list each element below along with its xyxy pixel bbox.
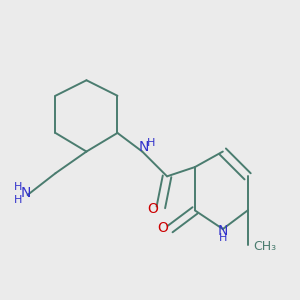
Text: N: N — [21, 186, 31, 200]
Text: H: H — [14, 182, 22, 192]
Text: CH₃: CH₃ — [253, 240, 276, 253]
Text: N: N — [139, 140, 149, 154]
Text: H: H — [14, 195, 22, 205]
Text: N: N — [218, 224, 228, 238]
Text: H: H — [219, 233, 227, 243]
Text: H: H — [147, 138, 156, 148]
Text: O: O — [148, 202, 158, 216]
Text: O: O — [157, 221, 168, 235]
